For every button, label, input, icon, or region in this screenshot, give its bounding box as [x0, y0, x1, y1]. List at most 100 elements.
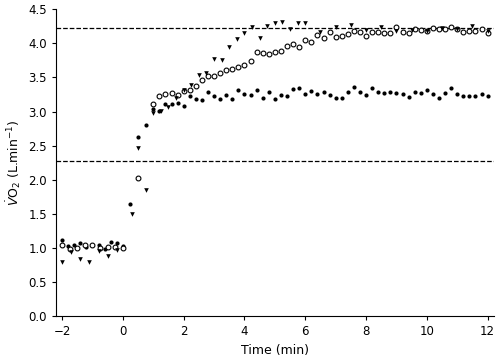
Point: [96, 245, 104, 251]
Point: [332, 95, 340, 101]
Point: [162, 101, 170, 107]
Point: [484, 93, 492, 99]
Point: [58, 242, 66, 248]
Point: [234, 87, 242, 93]
Point: [104, 244, 112, 250]
Point: [252, 87, 260, 93]
Point: [134, 175, 142, 181]
Point: [332, 35, 340, 40]
Point: [180, 88, 188, 94]
Point: [164, 104, 172, 109]
Point: [435, 26, 443, 32]
Point: [252, 49, 260, 55]
Point: [70, 242, 78, 247]
Point: [472, 29, 480, 34]
Point: [423, 28, 431, 34]
Point: [271, 49, 279, 55]
Point: [332, 24, 340, 30]
Point: [240, 30, 248, 36]
Point: [344, 31, 352, 37]
Point: [202, 70, 210, 75]
Point: [466, 93, 473, 99]
Point: [386, 90, 394, 95]
Point: [128, 211, 136, 217]
Point: [192, 83, 200, 89]
Point: [204, 73, 212, 79]
Point: [380, 30, 388, 36]
Point: [210, 93, 218, 99]
Point: [82, 244, 90, 250]
Point: [404, 94, 412, 100]
Point: [76, 256, 84, 262]
Point: [294, 20, 302, 26]
Point: [198, 77, 206, 82]
Point: [453, 26, 461, 31]
Point: [410, 26, 418, 32]
Point: [168, 101, 175, 107]
Point: [248, 24, 256, 30]
Point: [302, 20, 310, 26]
Point: [378, 24, 386, 30]
Point: [277, 92, 285, 98]
Point: [435, 95, 443, 101]
X-axis label: Time (min): Time (min): [241, 344, 309, 357]
Point: [356, 90, 364, 95]
Point: [472, 93, 480, 99]
Point: [392, 91, 400, 96]
Point: [134, 145, 142, 151]
Point: [417, 27, 425, 33]
Point: [368, 29, 376, 35]
Point: [438, 25, 446, 31]
Point: [410, 89, 418, 95]
Point: [226, 44, 234, 50]
Point: [174, 100, 182, 105]
Point: [81, 242, 89, 248]
Point: [246, 92, 254, 98]
Y-axis label: $\dot{V}$O$_2$ (L.min$^{-1}$): $\dot{V}$O$_2$ (L.min$^{-1}$): [4, 119, 23, 206]
Point: [314, 91, 322, 96]
Point: [404, 30, 412, 36]
Point: [172, 95, 180, 101]
Point: [460, 93, 468, 99]
Point: [302, 91, 310, 97]
Point: [113, 240, 121, 246]
Point: [429, 91, 437, 97]
Point: [240, 62, 248, 68]
Point: [453, 26, 461, 32]
Point: [350, 28, 358, 34]
Point: [423, 27, 431, 33]
Point: [186, 93, 194, 99]
Point: [150, 110, 158, 116]
Point: [180, 103, 188, 109]
Point: [119, 245, 127, 251]
Point: [74, 245, 82, 251]
Point: [466, 28, 473, 34]
Point: [320, 35, 328, 40]
Point: [277, 48, 285, 54]
Point: [350, 84, 358, 90]
Point: [210, 56, 218, 62]
Point: [271, 20, 279, 26]
Point: [192, 96, 200, 102]
Point: [180, 87, 188, 93]
Point: [356, 29, 364, 35]
Point: [398, 91, 406, 97]
Point: [210, 73, 218, 79]
Point: [216, 70, 224, 76]
Point: [218, 57, 226, 63]
Point: [344, 89, 352, 95]
Point: [186, 87, 194, 92]
Point: [362, 92, 370, 97]
Point: [67, 249, 75, 255]
Point: [468, 23, 476, 29]
Point: [142, 122, 150, 127]
Point: [362, 34, 370, 39]
Point: [113, 248, 121, 253]
Point: [222, 67, 230, 73]
Point: [258, 95, 266, 100]
Point: [326, 30, 334, 35]
Point: [295, 44, 303, 50]
Point: [168, 90, 175, 96]
Point: [228, 66, 236, 72]
Point: [429, 25, 437, 31]
